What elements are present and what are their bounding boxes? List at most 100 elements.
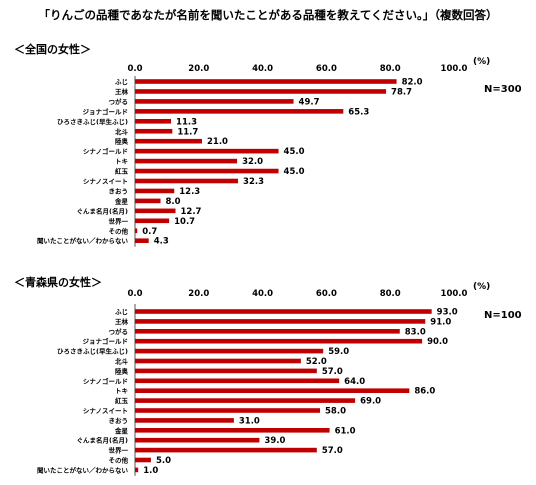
bar bbox=[135, 119, 172, 124]
data-label: 65.3 bbox=[348, 107, 369, 117]
category-label: トキ bbox=[115, 158, 128, 166]
category-label: 聞いたことがない／わからない bbox=[37, 236, 129, 245]
category-label: 金星 bbox=[114, 426, 129, 435]
x-tick-label: 40.0 bbox=[252, 64, 273, 74]
x-tick-label: 20.0 bbox=[188, 289, 209, 299]
bar bbox=[135, 148, 279, 154]
data-label: 64.0 bbox=[344, 377, 365, 387]
data-label: 59.0 bbox=[328, 347, 349, 357]
category-label: 陸奥 bbox=[115, 137, 129, 146]
category-label: つがる bbox=[109, 327, 129, 336]
bar bbox=[135, 138, 202, 144]
data-label: 39.0 bbox=[264, 436, 285, 446]
bar bbox=[135, 447, 317, 453]
category-label: ジョナゴールド bbox=[83, 107, 129, 116]
category-label: その他 bbox=[109, 226, 129, 235]
category-label: トキ bbox=[115, 387, 128, 395]
chart-subtitle: ＜全国の女性＞ bbox=[14, 42, 91, 56]
data-label: 86.0 bbox=[414, 387, 435, 397]
bar bbox=[135, 89, 387, 94]
bar bbox=[135, 178, 239, 184]
data-label: 52.0 bbox=[306, 357, 327, 367]
data-label: 83.0 bbox=[405, 327, 426, 337]
bar bbox=[135, 218, 170, 224]
category-label: ふじ bbox=[115, 78, 128, 86]
bar bbox=[135, 348, 324, 354]
bar bbox=[135, 368, 317, 374]
category-label: 王林 bbox=[115, 317, 129, 326]
bar bbox=[135, 198, 161, 204]
x-tick-label: 0.0 bbox=[127, 289, 142, 299]
bar bbox=[135, 388, 410, 393]
category-label: シナノスイート bbox=[83, 407, 128, 415]
data-label: 78.7 bbox=[391, 87, 412, 97]
bar bbox=[135, 428, 330, 433]
data-label: 11.7 bbox=[177, 127, 198, 137]
category-label: 北斗 bbox=[115, 357, 129, 366]
unit-label: (%) bbox=[473, 282, 490, 292]
category-label: シナノゴールド bbox=[83, 147, 128, 156]
bar bbox=[135, 208, 176, 214]
page-title: 「りんごの品種であなたが名前を聞いたことがある品種を教えてください。」（複数回答… bbox=[39, 8, 498, 22]
bar bbox=[135, 128, 173, 134]
data-label: 82.0 bbox=[402, 78, 423, 88]
category-label: ひろさきふじ(早生ふじ) bbox=[57, 117, 128, 126]
category-label: つがる bbox=[109, 97, 129, 106]
x-tick-label: 60.0 bbox=[316, 64, 337, 74]
category-label: 王林 bbox=[115, 87, 129, 96]
x-tick-label: 60.0 bbox=[316, 289, 337, 299]
category-label: 紅玉 bbox=[115, 396, 129, 405]
data-label: 21.0 bbox=[207, 137, 228, 147]
category-label: その他 bbox=[109, 456, 129, 465]
x-tick-label: 100.0 bbox=[441, 64, 468, 74]
data-label: 58.0 bbox=[325, 407, 346, 417]
data-label: 57.0 bbox=[322, 446, 343, 456]
category-label: ぐんま名月(名月) bbox=[77, 206, 128, 215]
category-label: きおう bbox=[109, 186, 129, 195]
bar bbox=[135, 408, 321, 413]
category-label: 北斗 bbox=[115, 127, 129, 136]
sample-size-label: N=300 bbox=[484, 84, 522, 95]
bar bbox=[135, 418, 234, 423]
category-label: 紅玉 bbox=[115, 167, 129, 176]
category-label: ひろさきふじ(早生ふじ) bbox=[57, 347, 128, 356]
x-tick-label: 40.0 bbox=[252, 289, 273, 299]
sample-size-label: N=100 bbox=[484, 310, 522, 321]
data-label: 5.0 bbox=[156, 456, 171, 466]
category-label: 聞いたことがない／わからない bbox=[37, 465, 129, 474]
bar bbox=[135, 188, 175, 194]
category-label: 世界一 bbox=[109, 216, 129, 225]
data-label: 12.3 bbox=[179, 187, 200, 197]
category-label: 世界一 bbox=[109, 446, 129, 455]
category-label: きおう bbox=[109, 416, 129, 425]
data-label: 69.0 bbox=[360, 397, 381, 407]
data-label: 57.0 bbox=[322, 367, 343, 377]
bar bbox=[135, 437, 260, 443]
x-tick-label: 80.0 bbox=[380, 289, 401, 299]
data-label: 45.0 bbox=[284, 147, 305, 157]
bar bbox=[135, 228, 138, 234]
category-label: ジョナゴールド bbox=[83, 337, 129, 346]
bar bbox=[135, 109, 344, 114]
bar bbox=[135, 168, 279, 174]
bar bbox=[135, 378, 340, 384]
bar bbox=[135, 457, 151, 463]
data-label: 8.0 bbox=[166, 197, 181, 207]
data-label: 49.7 bbox=[299, 97, 320, 107]
category-label: ふじ bbox=[115, 308, 128, 316]
unit-label: (%) bbox=[473, 57, 490, 67]
data-label: 32.3 bbox=[243, 177, 264, 187]
chart-subtitle: ＜青森県の女性＞ bbox=[14, 275, 102, 289]
bar bbox=[135, 79, 397, 84]
bar bbox=[135, 158, 238, 164]
data-label: 10.7 bbox=[174, 217, 195, 227]
data-label: 4.3 bbox=[154, 237, 169, 247]
bar bbox=[135, 467, 139, 473]
category-label: 陸奥 bbox=[115, 366, 129, 375]
data-label: 12.7 bbox=[181, 207, 202, 217]
chart-panel-aomori: ＜青森県の女性＞ 0.0 20.0 40.0 60.0 80.0 100.0 (%) ふじ 93.… bbox=[14, 275, 522, 476]
data-label: 91.0 bbox=[430, 317, 451, 327]
data-label: 1.0 bbox=[143, 466, 158, 476]
category-label: 金星 bbox=[114, 196, 129, 205]
